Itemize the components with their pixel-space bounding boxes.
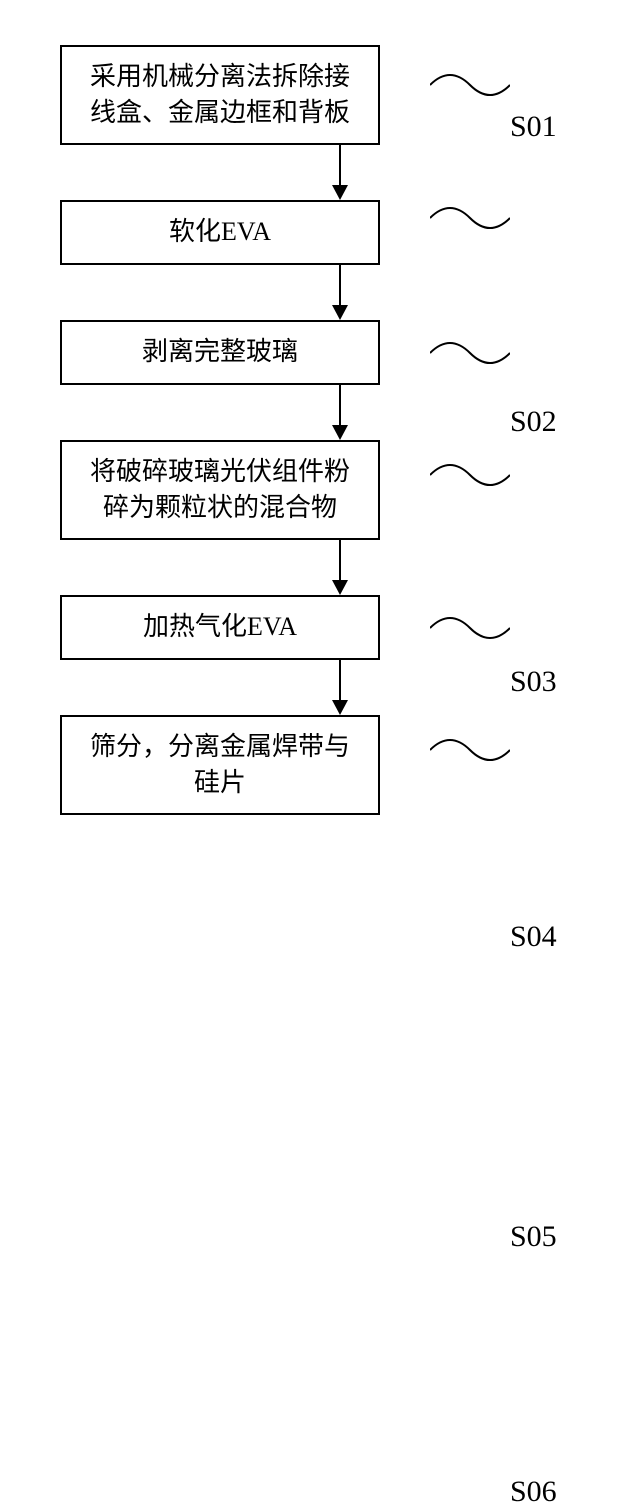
- flowchart-container: 采用机械分离法拆除接线盒、金属边框和背板 S01 软化EVA: [0, 0, 620, 1000]
- step-row-s01: 采用机械分离法拆除接线盒、金属边框和背板 S01: [0, 45, 620, 145]
- connector-s05: [430, 603, 510, 653]
- step-label-s04: S04: [510, 920, 557, 954]
- arrow-s04-s05: [180, 540, 500, 595]
- connector-s04: [430, 450, 510, 500]
- step-row-s02: 软化EVA S02: [0, 200, 620, 265]
- step-box-s05: 加热气化EVA: [60, 595, 380, 660]
- arrow-down-icon: [325, 145, 355, 200]
- step-box-s06: 筛分，分离金属焊带与硅片: [60, 715, 380, 815]
- arrow-down-icon: [325, 540, 355, 595]
- step-row-s03: 剥离完整玻璃 S03: [0, 320, 620, 385]
- arrow-down-icon: [325, 265, 355, 320]
- arrow-s05-s06: [180, 660, 500, 715]
- step-text-s02: 软化EVA: [169, 214, 271, 250]
- step-label-s06: S06: [510, 1475, 557, 1509]
- connector-s06: [430, 725, 510, 775]
- step-text-s05: 加热气化EVA: [143, 609, 297, 645]
- step-container: 采用机械分离法拆除接线盒、金属边框和背板 S01 软化EVA: [0, 45, 620, 815]
- connector-s02: [430, 193, 510, 243]
- step-text-s04: 将破碎玻璃光伏组件粉碎为颗粒状的混合物: [80, 454, 360, 527]
- arrow-down-icon: [325, 385, 355, 440]
- wave-icon: [430, 603, 510, 653]
- step-box-s04: 将破碎玻璃光伏组件粉碎为颗粒状的混合物: [60, 440, 380, 540]
- wave-icon: [430, 725, 510, 775]
- wave-icon: [430, 328, 510, 378]
- step-label-s02: S02: [510, 405, 557, 439]
- step-row-s06: 筛分，分离金属焊带与硅片 S06: [0, 715, 620, 815]
- step-label-s01: S01: [510, 110, 557, 144]
- step-label-s03: S03: [510, 665, 557, 699]
- step-box-s03: 剥离完整玻璃: [60, 320, 380, 385]
- step-text-s01: 采用机械分离法拆除接线盒、金属边框和背板: [80, 59, 360, 132]
- step-box-s01: 采用机械分离法拆除接线盒、金属边框和背板: [60, 45, 380, 145]
- step-text-s06: 筛分，分离金属焊带与硅片: [80, 729, 360, 802]
- arrow-s02-s03: [180, 265, 500, 320]
- connector-s01: [430, 60, 510, 110]
- step-row-s04: 将破碎玻璃光伏组件粉碎为颗粒状的混合物 S04: [0, 440, 620, 540]
- step-label-s05: S05: [510, 1220, 557, 1254]
- step-box-s02: 软化EVA: [60, 200, 380, 265]
- arrow-s03-s04: [180, 385, 500, 440]
- step-row-s05: 加热气化EVA S05: [0, 595, 620, 660]
- step-text-s03: 剥离完整玻璃: [142, 334, 298, 370]
- wave-icon: [430, 450, 510, 500]
- arrow-down-icon: [325, 660, 355, 715]
- connector-s03: [430, 328, 510, 378]
- wave-icon: [430, 193, 510, 243]
- wave-icon: [430, 60, 510, 110]
